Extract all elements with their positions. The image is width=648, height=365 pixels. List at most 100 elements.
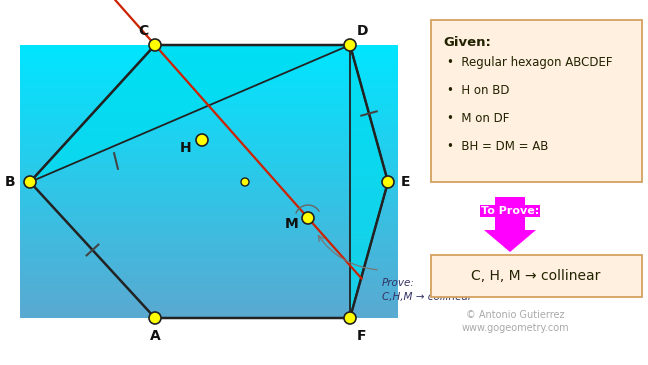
Polygon shape (20, 301, 398, 304)
Polygon shape (20, 315, 398, 318)
Polygon shape (0, 181, 454, 185)
Polygon shape (0, 65, 454, 69)
Polygon shape (0, 130, 454, 134)
Polygon shape (0, 52, 454, 55)
Text: © Antonio Gutierrez: © Antonio Gutierrez (466, 310, 564, 320)
Polygon shape (0, 76, 454, 79)
Polygon shape (0, 311, 454, 315)
Text: H: H (180, 141, 192, 155)
Polygon shape (20, 45, 398, 49)
Polygon shape (20, 154, 398, 158)
Circle shape (149, 39, 161, 51)
Polygon shape (20, 171, 398, 175)
Polygon shape (0, 280, 454, 284)
Polygon shape (0, 260, 454, 264)
Polygon shape (20, 304, 398, 308)
Polygon shape (0, 113, 454, 117)
Polygon shape (0, 243, 454, 246)
Polygon shape (0, 205, 454, 209)
Polygon shape (20, 270, 398, 274)
Polygon shape (0, 89, 454, 93)
Polygon shape (20, 178, 398, 181)
Polygon shape (20, 144, 398, 147)
Polygon shape (0, 110, 454, 113)
Polygon shape (0, 246, 454, 250)
Text: M: M (285, 217, 299, 231)
Polygon shape (20, 52, 398, 55)
Polygon shape (20, 147, 398, 151)
Text: C: C (138, 24, 148, 38)
Circle shape (24, 176, 36, 188)
Polygon shape (0, 315, 454, 318)
Polygon shape (20, 151, 398, 154)
Polygon shape (20, 291, 398, 294)
Polygon shape (0, 49, 454, 52)
Polygon shape (20, 69, 398, 72)
Polygon shape (0, 239, 454, 243)
Polygon shape (20, 195, 398, 199)
Polygon shape (20, 253, 398, 257)
Polygon shape (20, 96, 398, 100)
Text: •  BH = DM = AB: • BH = DM = AB (447, 140, 548, 153)
Polygon shape (20, 226, 398, 229)
Polygon shape (0, 103, 454, 107)
Circle shape (196, 134, 208, 146)
Polygon shape (20, 185, 398, 188)
Polygon shape (0, 175, 454, 178)
Polygon shape (0, 123, 454, 127)
Polygon shape (0, 141, 454, 144)
Polygon shape (0, 212, 454, 216)
Text: A: A (150, 329, 160, 343)
Polygon shape (20, 123, 398, 127)
Text: C,H,M → collinear: C,H,M → collinear (382, 292, 472, 302)
Polygon shape (20, 236, 398, 239)
Polygon shape (20, 294, 398, 297)
Polygon shape (20, 233, 398, 236)
Circle shape (149, 312, 161, 324)
Polygon shape (0, 199, 454, 202)
Polygon shape (0, 96, 454, 100)
Polygon shape (0, 127, 454, 130)
Polygon shape (484, 197, 536, 252)
Polygon shape (0, 308, 454, 311)
Polygon shape (20, 205, 398, 209)
Polygon shape (0, 222, 454, 226)
Polygon shape (20, 59, 398, 62)
Polygon shape (0, 209, 454, 212)
Polygon shape (20, 246, 398, 250)
Polygon shape (20, 287, 398, 291)
Circle shape (382, 176, 394, 188)
Text: To Prove:: To Prove: (481, 206, 539, 216)
Polygon shape (0, 168, 454, 171)
Polygon shape (20, 79, 398, 82)
Polygon shape (0, 161, 454, 165)
Polygon shape (20, 209, 398, 212)
Polygon shape (20, 55, 398, 59)
Text: F: F (357, 329, 367, 343)
Polygon shape (0, 304, 454, 308)
Polygon shape (20, 199, 398, 202)
Polygon shape (20, 297, 398, 301)
Polygon shape (0, 171, 454, 175)
Polygon shape (20, 165, 398, 168)
Polygon shape (0, 100, 454, 103)
Polygon shape (20, 120, 398, 123)
Polygon shape (0, 45, 454, 49)
Polygon shape (0, 154, 454, 158)
Polygon shape (20, 65, 398, 69)
Polygon shape (0, 294, 454, 297)
Polygon shape (0, 178, 454, 181)
Polygon shape (20, 137, 398, 141)
Polygon shape (0, 253, 454, 257)
Polygon shape (0, 117, 454, 120)
Circle shape (241, 178, 249, 186)
Polygon shape (30, 45, 388, 318)
Polygon shape (20, 257, 398, 260)
Polygon shape (0, 147, 454, 151)
Polygon shape (0, 219, 454, 222)
Polygon shape (20, 134, 398, 137)
Polygon shape (0, 144, 454, 147)
Polygon shape (20, 72, 398, 76)
Polygon shape (0, 284, 454, 287)
Polygon shape (0, 202, 454, 205)
